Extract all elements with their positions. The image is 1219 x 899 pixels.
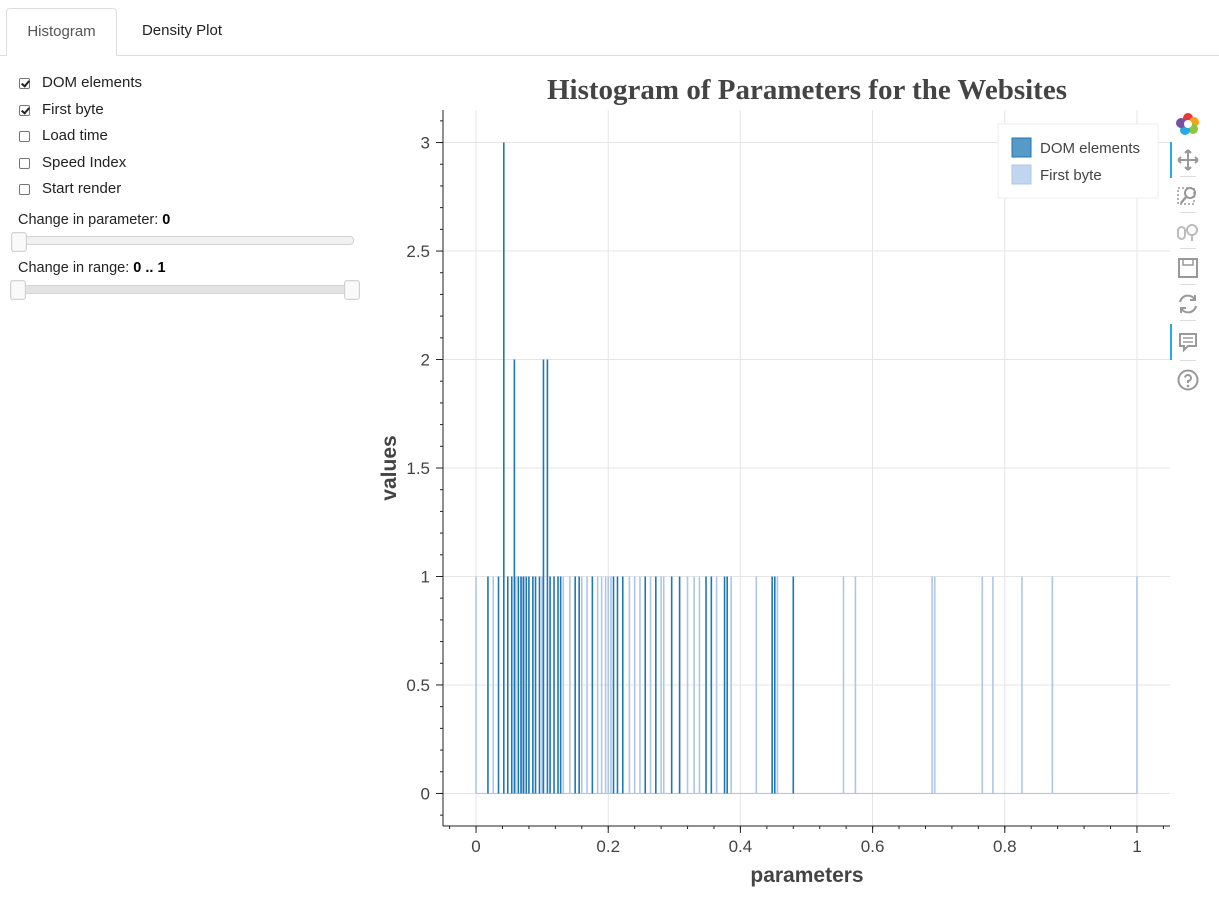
legend-entry: First byte xyxy=(1040,167,1102,184)
help-icon[interactable] xyxy=(1176,368,1200,392)
toolbar-separator xyxy=(1180,320,1196,321)
grid xyxy=(443,110,1170,826)
legend-box xyxy=(997,123,1159,199)
checkbox-label: Start render xyxy=(42,180,122,197)
chart-title: Histogram of Parameters for the Websites xyxy=(547,74,1067,106)
parameter-slider-track[interactable] xyxy=(18,236,354,245)
y-tick-label: 0 xyxy=(421,784,430,803)
range-slider-label: Change in range: xyxy=(18,260,130,276)
x-tick-label: 0 xyxy=(471,837,480,856)
checkbox-box[interactable] xyxy=(19,78,30,89)
legend-swatch xyxy=(1011,137,1032,158)
bokeh-logo-icon[interactable] xyxy=(1176,112,1200,136)
bars xyxy=(475,142,1138,795)
y-axis-label: values xyxy=(378,435,401,500)
parameter-slider-handle[interactable] xyxy=(11,232,27,252)
y-tick-label: 1 xyxy=(421,567,430,586)
controls-panel: DOM elements First byte Load time Speed … xyxy=(0,56,380,356)
range-slider-start-handle[interactable] xyxy=(10,280,26,300)
y-tick-label: 0.5 xyxy=(406,676,430,695)
box-zoom-icon[interactable] xyxy=(1176,184,1200,208)
toolbar-separator xyxy=(1180,360,1196,361)
x-tick-label: 1 xyxy=(1132,837,1141,856)
axes: 0 0.2 0.4 0.6 0.8 1 0 0.5 1 1.5 2 2.5 3 xyxy=(406,110,1170,856)
legend: DOM elements First byte xyxy=(997,123,1159,199)
x-tick-label: 0.8 xyxy=(993,837,1017,856)
parameter-slider-value: 0 xyxy=(162,212,171,228)
pan-icon[interactable] xyxy=(1176,148,1200,172)
parameter-slider-title: Change in parameter: 0 xyxy=(18,212,170,228)
legend-swatch xyxy=(1011,164,1032,185)
checkbox-label: Load time xyxy=(42,127,108,144)
checkbox-box[interactable] xyxy=(19,105,30,116)
x-axis-label: parameters xyxy=(750,864,863,887)
tab-density-plot[interactable]: Density Plot xyxy=(141,22,223,39)
range-slider-track[interactable] xyxy=(18,285,360,294)
histogram-chart[interactable]: 0 0.2 0.4 0.6 0.8 1 0 0.5 1 1.5 2 2.5 3 Histogram of… xyxy=(360,60,1172,899)
y-tick-label: 2.5 xyxy=(406,242,430,261)
active-tool-indicator xyxy=(1170,142,1172,178)
checkbox-box[interactable] xyxy=(19,158,30,169)
range-slider-title: Change in range: 0 .. 1 xyxy=(18,260,166,276)
checkbox-label: First byte xyxy=(42,101,104,118)
chart-toolbar xyxy=(1170,110,1210,400)
toolbar-separator xyxy=(1180,212,1196,213)
wheel-zoom-icon[interactable] xyxy=(1176,220,1200,244)
y-tick-label: 2 xyxy=(421,351,430,370)
x-tick-label: 0.2 xyxy=(596,837,620,856)
tab-bar: Histogram Density Plot xyxy=(0,0,1219,56)
active-tool-indicator xyxy=(1170,324,1172,360)
x-tick-label: 0.4 xyxy=(729,837,753,856)
y-tick-label: 3 xyxy=(421,134,430,153)
parameter-slider-label: Change in parameter: xyxy=(18,212,159,228)
save-icon[interactable] xyxy=(1176,256,1200,280)
checkbox-label: Speed Index xyxy=(42,154,127,171)
checkbox-box[interactable] xyxy=(19,184,30,195)
legend-entry: DOM elements xyxy=(1040,140,1140,157)
reset-icon[interactable] xyxy=(1176,292,1200,316)
toolbar-separator xyxy=(1180,248,1196,249)
x-tick-label: 0.6 xyxy=(861,837,885,856)
range-slider-end-handle[interactable] xyxy=(344,280,360,300)
y-tick-label: 1.5 xyxy=(406,459,430,478)
toolbar-separator xyxy=(1180,284,1196,285)
hover-icon[interactable] xyxy=(1176,330,1200,354)
range-slider-value: 0 .. 1 xyxy=(133,260,166,276)
tab-histogram[interactable]: Histogram xyxy=(6,8,117,56)
toolbar-separator xyxy=(1180,176,1196,177)
checkbox-box[interactable] xyxy=(19,131,30,142)
checkbox-label: DOM elements xyxy=(42,74,143,91)
